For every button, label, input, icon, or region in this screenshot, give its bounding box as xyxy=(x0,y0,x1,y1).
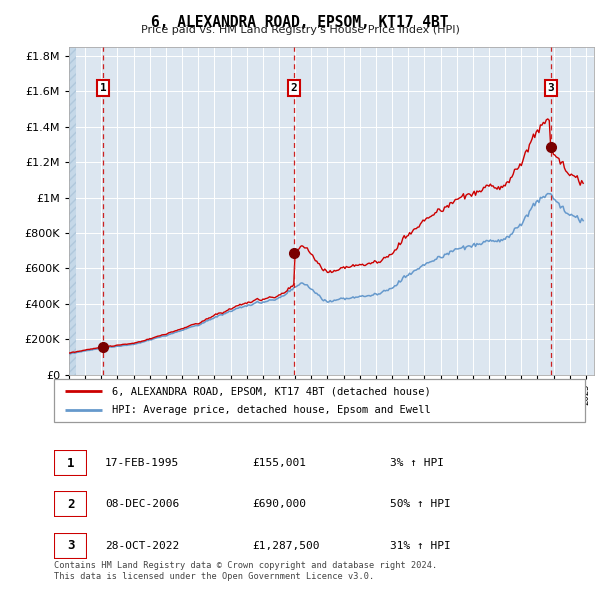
Text: Price paid vs. HM Land Registry's House Price Index (HPI): Price paid vs. HM Land Registry's House … xyxy=(140,25,460,35)
FancyBboxPatch shape xyxy=(54,491,87,517)
Text: £690,000: £690,000 xyxy=(252,500,306,509)
Text: 3: 3 xyxy=(67,539,74,552)
FancyBboxPatch shape xyxy=(54,450,87,476)
Text: 1: 1 xyxy=(100,83,107,93)
Text: £1,287,500: £1,287,500 xyxy=(252,541,320,550)
Bar xyxy=(69,47,76,375)
Text: 6, ALEXANDRA ROAD, EPSOM, KT17 4BT (detached house): 6, ALEXANDRA ROAD, EPSOM, KT17 4BT (deta… xyxy=(112,386,431,396)
Text: 6, ALEXANDRA ROAD, EPSOM, KT17 4BT: 6, ALEXANDRA ROAD, EPSOM, KT17 4BT xyxy=(151,15,449,30)
Text: This data is licensed under the Open Government Licence v3.0.: This data is licensed under the Open Gov… xyxy=(54,572,374,581)
Text: 28-OCT-2022: 28-OCT-2022 xyxy=(105,541,179,550)
Text: 17-FEB-1995: 17-FEB-1995 xyxy=(105,458,179,468)
Text: £155,001: £155,001 xyxy=(252,458,306,468)
Text: 3: 3 xyxy=(547,83,554,93)
FancyBboxPatch shape xyxy=(54,533,87,559)
Text: 1: 1 xyxy=(67,457,74,470)
Text: Contains HM Land Registry data © Crown copyright and database right 2024.: Contains HM Land Registry data © Crown c… xyxy=(54,560,437,569)
Text: HPI: Average price, detached house, Epsom and Ewell: HPI: Average price, detached house, Epso… xyxy=(112,405,431,415)
Text: 3% ↑ HPI: 3% ↑ HPI xyxy=(390,458,444,468)
Text: 08-DEC-2006: 08-DEC-2006 xyxy=(105,500,179,509)
FancyBboxPatch shape xyxy=(54,379,585,422)
Text: 50% ↑ HPI: 50% ↑ HPI xyxy=(390,500,451,509)
Text: 2: 2 xyxy=(67,498,74,511)
Text: 31% ↑ HPI: 31% ↑ HPI xyxy=(390,541,451,550)
Text: 2: 2 xyxy=(290,83,298,93)
